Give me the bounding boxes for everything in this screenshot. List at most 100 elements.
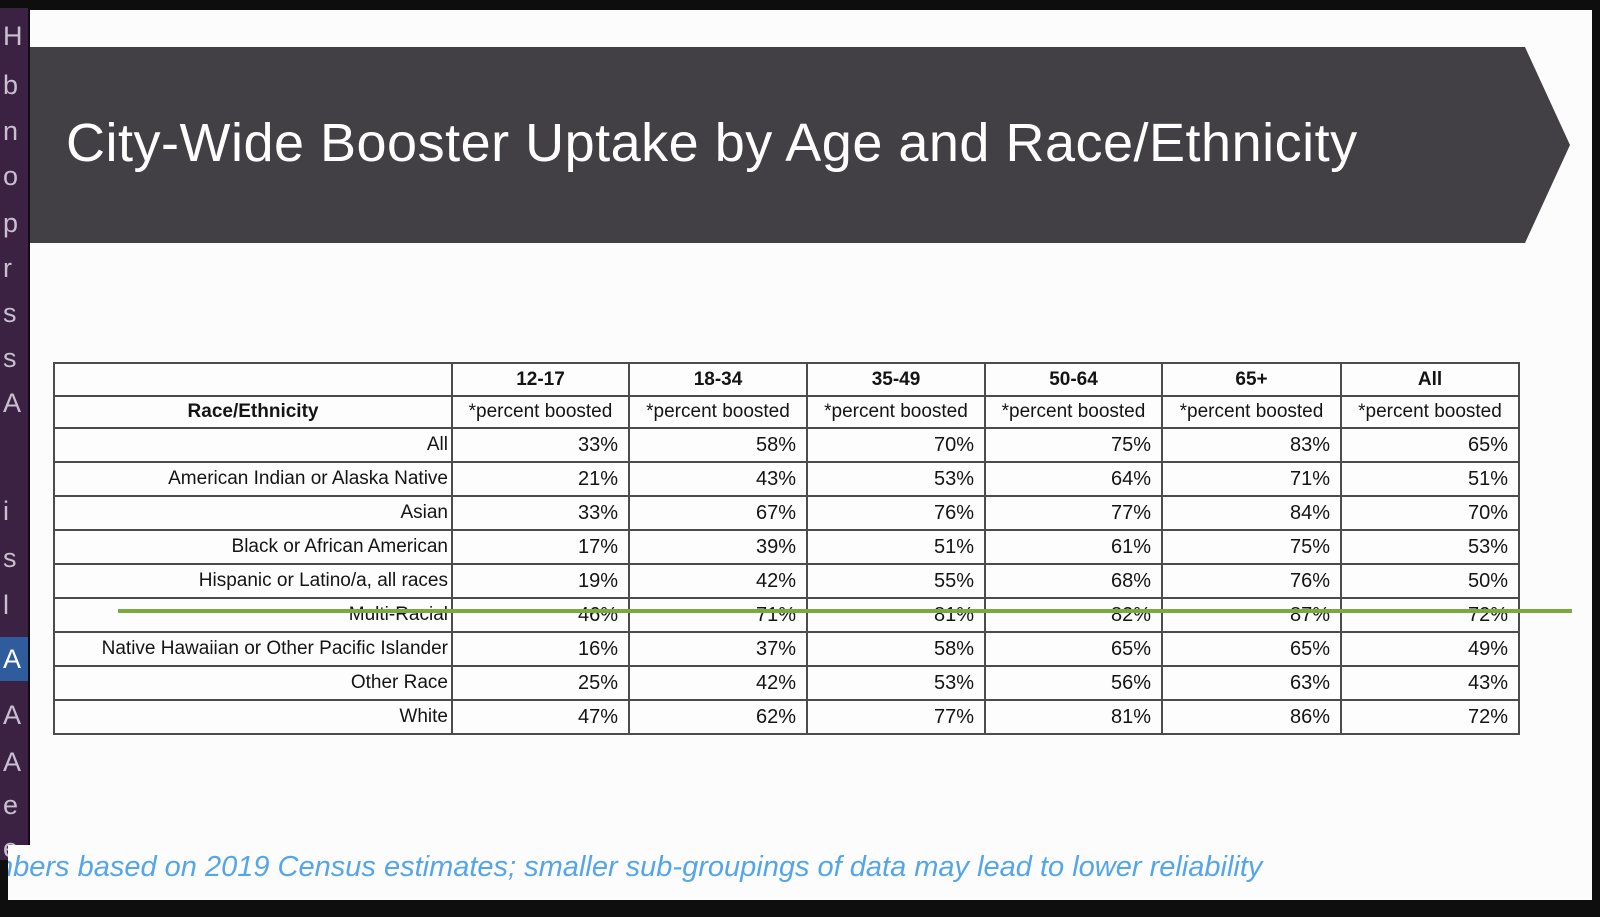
row-label: All bbox=[53, 427, 453, 463]
value-cell: 43% bbox=[628, 461, 808, 497]
empty-corner-cell bbox=[53, 362, 453, 397]
slide-canvas: City-Wide Booster Uptake by Age and Race… bbox=[30, 10, 1592, 900]
sidebar-item-label[interactable]: e bbox=[3, 790, 19, 820]
slide-title: City-Wide Booster Uptake by Age and Race… bbox=[66, 113, 1358, 173]
value-cell: 17% bbox=[451, 529, 630, 565]
value-cell: 53% bbox=[806, 665, 986, 701]
value-cell: 47% bbox=[451, 699, 630, 735]
table-subheader-row: Race/Ethnicity *percent boosted *percent… bbox=[53, 395, 1520, 429]
table-row: All 33% 58% 70% 75% 83% 65% bbox=[53, 427, 1520, 463]
sidebar-item-label: A bbox=[3, 644, 22, 674]
value-cell: 56% bbox=[984, 665, 1163, 701]
value-cell: 76% bbox=[806, 495, 986, 531]
value-cell: 50% bbox=[1340, 563, 1520, 599]
table-row: Hispanic or Latino/a, all races 19% 42% … bbox=[53, 563, 1520, 599]
sidebar-item-label[interactable]: H bbox=[3, 21, 23, 51]
sidebar-item-label[interactable]: i bbox=[3, 496, 9, 526]
percent-boosted-header: *percent boosted bbox=[1340, 395, 1520, 429]
value-cell: 86% bbox=[1161, 699, 1342, 735]
value-cell: 64% bbox=[984, 461, 1163, 497]
value-cell: 46% bbox=[451, 597, 630, 633]
sidebar-item-label[interactable]: n bbox=[3, 116, 19, 146]
age-column-header: 12-17 bbox=[451, 362, 630, 397]
row-label: Other Race bbox=[53, 665, 453, 701]
census-note-text: nbers based on 2019 Census estimates; sm… bbox=[8, 851, 1263, 883]
value-cell: 43% bbox=[1340, 665, 1520, 701]
value-cell: 72% bbox=[1340, 597, 1520, 633]
value-cell: 58% bbox=[628, 427, 808, 463]
sidebar-item-label[interactable]: o bbox=[3, 161, 19, 191]
value-cell: 70% bbox=[1340, 495, 1520, 531]
percent-boosted-header: *percent boosted bbox=[806, 395, 986, 429]
row-label: Black or African American bbox=[53, 529, 453, 565]
title-banner: City-Wide Booster Uptake by Age and Race… bbox=[30, 47, 1570, 243]
value-cell: 16% bbox=[451, 631, 630, 667]
value-cell: 63% bbox=[1161, 665, 1342, 701]
value-cell: 81% bbox=[984, 699, 1163, 735]
row-label: Asian bbox=[53, 495, 453, 531]
table-row: Asian 33% 67% 76% 77% 84% 70% bbox=[53, 495, 1520, 531]
value-cell: 82% bbox=[984, 597, 1163, 633]
sidebar-item-label[interactable]: s bbox=[3, 298, 17, 328]
row-label: Native Hawaiian or Other Pacific Islande… bbox=[53, 631, 453, 667]
value-cell: 65% bbox=[1161, 631, 1342, 667]
sidebar-item-label[interactable]: r bbox=[3, 253, 12, 283]
age-column-header: 65+ bbox=[1161, 362, 1342, 397]
value-cell: 70% bbox=[806, 427, 986, 463]
sidebar-item-label[interactable]: b bbox=[3, 70, 19, 100]
table-row: Native Hawaiian or Other Pacific Islande… bbox=[53, 631, 1520, 667]
value-cell: 84% bbox=[1161, 495, 1342, 531]
percent-boosted-header: *percent boosted bbox=[1161, 395, 1342, 429]
annotation-green-line bbox=[118, 609, 1572, 613]
age-column-header: 35-49 bbox=[806, 362, 986, 397]
sidebar-item-label[interactable]: A bbox=[3, 747, 22, 777]
percent-boosted-header: *percent boosted bbox=[984, 395, 1163, 429]
table-row: White 47% 62% 77% 81% 86% 72% bbox=[53, 699, 1520, 735]
value-cell: 51% bbox=[1340, 461, 1520, 497]
value-cell: 58% bbox=[806, 631, 986, 667]
value-cell: 19% bbox=[451, 563, 630, 599]
value-cell: 33% bbox=[451, 495, 630, 531]
sidebar-item-label[interactable]: l bbox=[3, 590, 9, 620]
sidebar-item-label[interactable]: s bbox=[3, 543, 17, 573]
value-cell: 81% bbox=[806, 597, 986, 633]
value-cell: 37% bbox=[628, 631, 808, 667]
sidebar-item-label[interactable]: A bbox=[3, 388, 22, 418]
sidebar-item-label[interactable]: p bbox=[3, 208, 19, 238]
age-column-header: All bbox=[1340, 362, 1520, 397]
value-cell: 83% bbox=[1161, 427, 1342, 463]
table-row: Black or African American 17% 39% 51% 61… bbox=[53, 529, 1520, 565]
row-label: White bbox=[53, 699, 453, 735]
value-cell: 25% bbox=[451, 665, 630, 701]
value-cell: 65% bbox=[1340, 427, 1520, 463]
value-cell: 71% bbox=[1161, 461, 1342, 497]
value-cell: 42% bbox=[628, 665, 808, 701]
table-header-row: 12-17 18-34 35-49 50-64 65+ All bbox=[53, 362, 1520, 397]
table-row: Multi-Racial 46% 71% 81% 82% 87% 72% bbox=[53, 597, 1520, 633]
value-cell: 51% bbox=[806, 529, 986, 565]
value-cell: 67% bbox=[628, 495, 808, 531]
value-cell: 53% bbox=[1340, 529, 1520, 565]
value-cell: 53% bbox=[806, 461, 986, 497]
age-column-header: 50-64 bbox=[984, 362, 1163, 397]
sidebar-item-selected[interactable]: A bbox=[0, 637, 28, 681]
app-sidebar: H b n o p r s s A i s l A A A e e bbox=[0, 8, 28, 860]
sidebar-item-label[interactable]: A bbox=[3, 700, 22, 730]
percent-boosted-header: *percent boosted bbox=[628, 395, 808, 429]
row-label: Hispanic or Latino/a, all races bbox=[53, 563, 453, 599]
value-cell: 42% bbox=[628, 563, 808, 599]
race-ethnicity-header: Race/Ethnicity bbox=[53, 395, 453, 429]
value-cell: 68% bbox=[984, 563, 1163, 599]
value-cell: 65% bbox=[984, 631, 1163, 667]
table-row: American Indian or Alaska Native 21% 43%… bbox=[53, 461, 1520, 497]
value-cell: 39% bbox=[628, 529, 808, 565]
value-cell: 21% bbox=[451, 461, 630, 497]
age-column-header: 18-34 bbox=[628, 362, 808, 397]
sidebar-item-label[interactable]: s bbox=[3, 343, 17, 373]
table-row: Other Race 25% 42% 53% 56% 63% 43% bbox=[53, 665, 1520, 701]
value-cell: 76% bbox=[1161, 563, 1342, 599]
value-cell: 33% bbox=[451, 427, 630, 463]
value-cell: 49% bbox=[1340, 631, 1520, 667]
value-cell: 77% bbox=[984, 495, 1163, 531]
value-cell: 71% bbox=[628, 597, 808, 633]
